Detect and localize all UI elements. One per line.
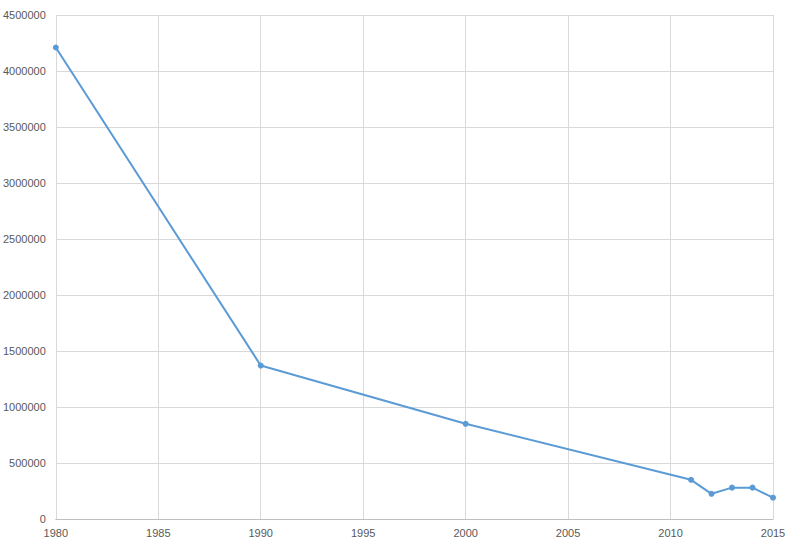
svg-text:2010: 2010 <box>658 527 682 539</box>
svg-text:4500000: 4500000 <box>3 9 46 21</box>
svg-text:2000000: 2000000 <box>3 289 46 301</box>
svg-text:1990: 1990 <box>248 527 272 539</box>
svg-text:1980: 1980 <box>44 527 68 539</box>
svg-text:2005: 2005 <box>556 527 580 539</box>
svg-text:0: 0 <box>40 513 46 525</box>
svg-text:4000000: 4000000 <box>3 65 46 77</box>
svg-text:1985: 1985 <box>146 527 170 539</box>
svg-text:1000000: 1000000 <box>3 401 46 413</box>
svg-text:2000: 2000 <box>453 527 477 539</box>
svg-text:3000000: 3000000 <box>3 177 46 189</box>
svg-text:2500000: 2500000 <box>3 233 46 245</box>
svg-text:500000: 500000 <box>9 457 46 469</box>
svg-text:3500000: 3500000 <box>3 121 46 133</box>
svg-text:1500000: 1500000 <box>3 345 46 357</box>
svg-text:1995: 1995 <box>351 527 375 539</box>
svg-text:2015: 2015 <box>761 527 785 539</box>
